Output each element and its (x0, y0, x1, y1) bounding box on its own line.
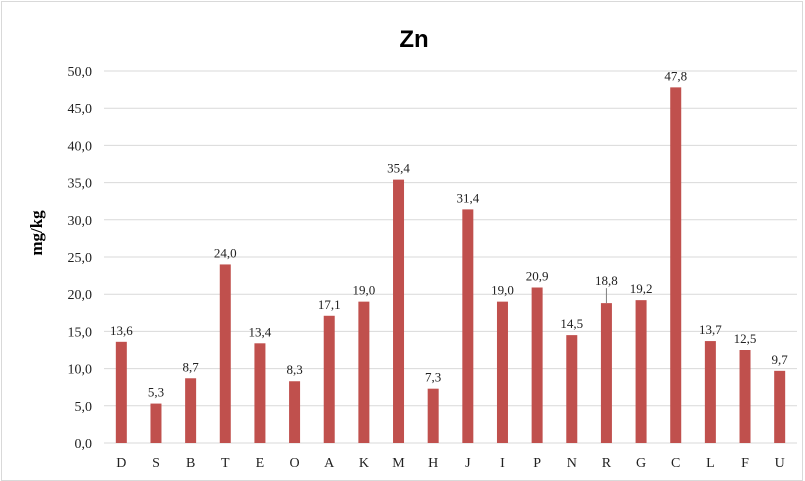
bar (116, 342, 127, 443)
bar (601, 303, 612, 443)
bar (532, 288, 543, 443)
bar (220, 264, 231, 443)
bar (393, 180, 404, 443)
x-category-label: O (290, 456, 300, 471)
x-category-label: H (428, 456, 438, 471)
data-label: 31,4 (456, 190, 479, 205)
x-category-label: R (602, 456, 612, 471)
x-category-label: U (775, 456, 785, 471)
data-label: 17,1 (318, 297, 341, 312)
data-label: 19,0 (353, 283, 376, 298)
y-tick-label: 25,0 (68, 251, 93, 266)
data-label: 8,3 (286, 362, 302, 377)
bar (705, 341, 716, 443)
data-label: 7,3 (425, 370, 441, 385)
bar (254, 343, 265, 443)
data-label: 18,8 (595, 273, 618, 288)
bar (497, 302, 508, 443)
bar (462, 209, 473, 443)
bar (566, 335, 577, 443)
data-label: 12,5 (734, 331, 757, 346)
data-label: 13,7 (699, 322, 722, 337)
x-category-label: D (116, 456, 126, 471)
chart-title: Zn (399, 26, 428, 53)
bar (185, 378, 196, 443)
bar (740, 350, 751, 443)
bar (150, 404, 161, 443)
x-category-label: N (567, 456, 577, 471)
bar (358, 302, 369, 443)
bar (324, 316, 335, 443)
bar (428, 389, 439, 443)
x-category-label: K (359, 456, 369, 471)
x-category-label: B (186, 456, 195, 471)
x-category-label: P (533, 456, 541, 471)
data-label: 24,0 (214, 245, 237, 260)
y-tick-label: 45,0 (68, 102, 93, 117)
bar (289, 381, 300, 443)
bar (636, 300, 647, 443)
zn-bar-chart: Zn mg/kg 0,0 5,0 10,0 15,0 20,0 25,0 30,0 35,0 4… (0, 0, 805, 471)
data-label: 13,4 (249, 324, 272, 339)
gridlines (104, 71, 797, 443)
y-tick-label: 15,0 (68, 325, 93, 340)
x-category-label: F (741, 456, 749, 471)
data-label: 8,7 (183, 359, 200, 374)
x-category-label: A (324, 456, 335, 471)
y-tick-label: 10,0 (68, 363, 93, 378)
data-label: 19,0 (491, 283, 514, 298)
data-label: 20,9 (526, 269, 549, 284)
data-label: 47,8 (664, 68, 687, 83)
y-tick-label: 20,0 (68, 288, 93, 303)
y-axis-ticks: 0,0 5,0 10,0 15,0 20,0 25,0 30,0 35,0 40,0 45,0 50… (68, 65, 93, 452)
x-category-label: L (706, 456, 715, 471)
data-label: 14,5 (560, 316, 583, 331)
data-label: 35,4 (387, 161, 410, 176)
data-labels: 13,6 5,3 8,7 24,0 13,4 8,3 17,1 19,0 35,4 7,3 31,4… (110, 68, 788, 399)
x-category-label: C (671, 456, 680, 471)
bar (774, 371, 785, 443)
y-axis-label: mg/kg (27, 210, 46, 256)
data-label: 19,2 (630, 281, 653, 296)
data-label: 5,3 (148, 385, 164, 400)
x-category-label: J (465, 456, 471, 471)
data-label: 9,7 (772, 352, 789, 367)
x-category-label: G (636, 456, 646, 471)
y-tick-label: 35,0 (68, 177, 93, 192)
x-category-label: S (152, 456, 160, 471)
x-category-label: E (256, 456, 265, 471)
bars (116, 87, 785, 443)
data-label: 13,6 (110, 323, 133, 338)
x-category-label: I (500, 456, 505, 471)
y-tick-label: 0,0 (75, 437, 93, 452)
y-tick-label: 30,0 (68, 214, 93, 229)
y-tick-label: 5,0 (75, 400, 93, 415)
bar (670, 87, 681, 443)
y-tick-label: 40,0 (68, 139, 93, 154)
x-category-label: M (392, 456, 405, 471)
y-tick-label: 50,0 (68, 65, 93, 80)
x-category-label: T (221, 456, 230, 471)
